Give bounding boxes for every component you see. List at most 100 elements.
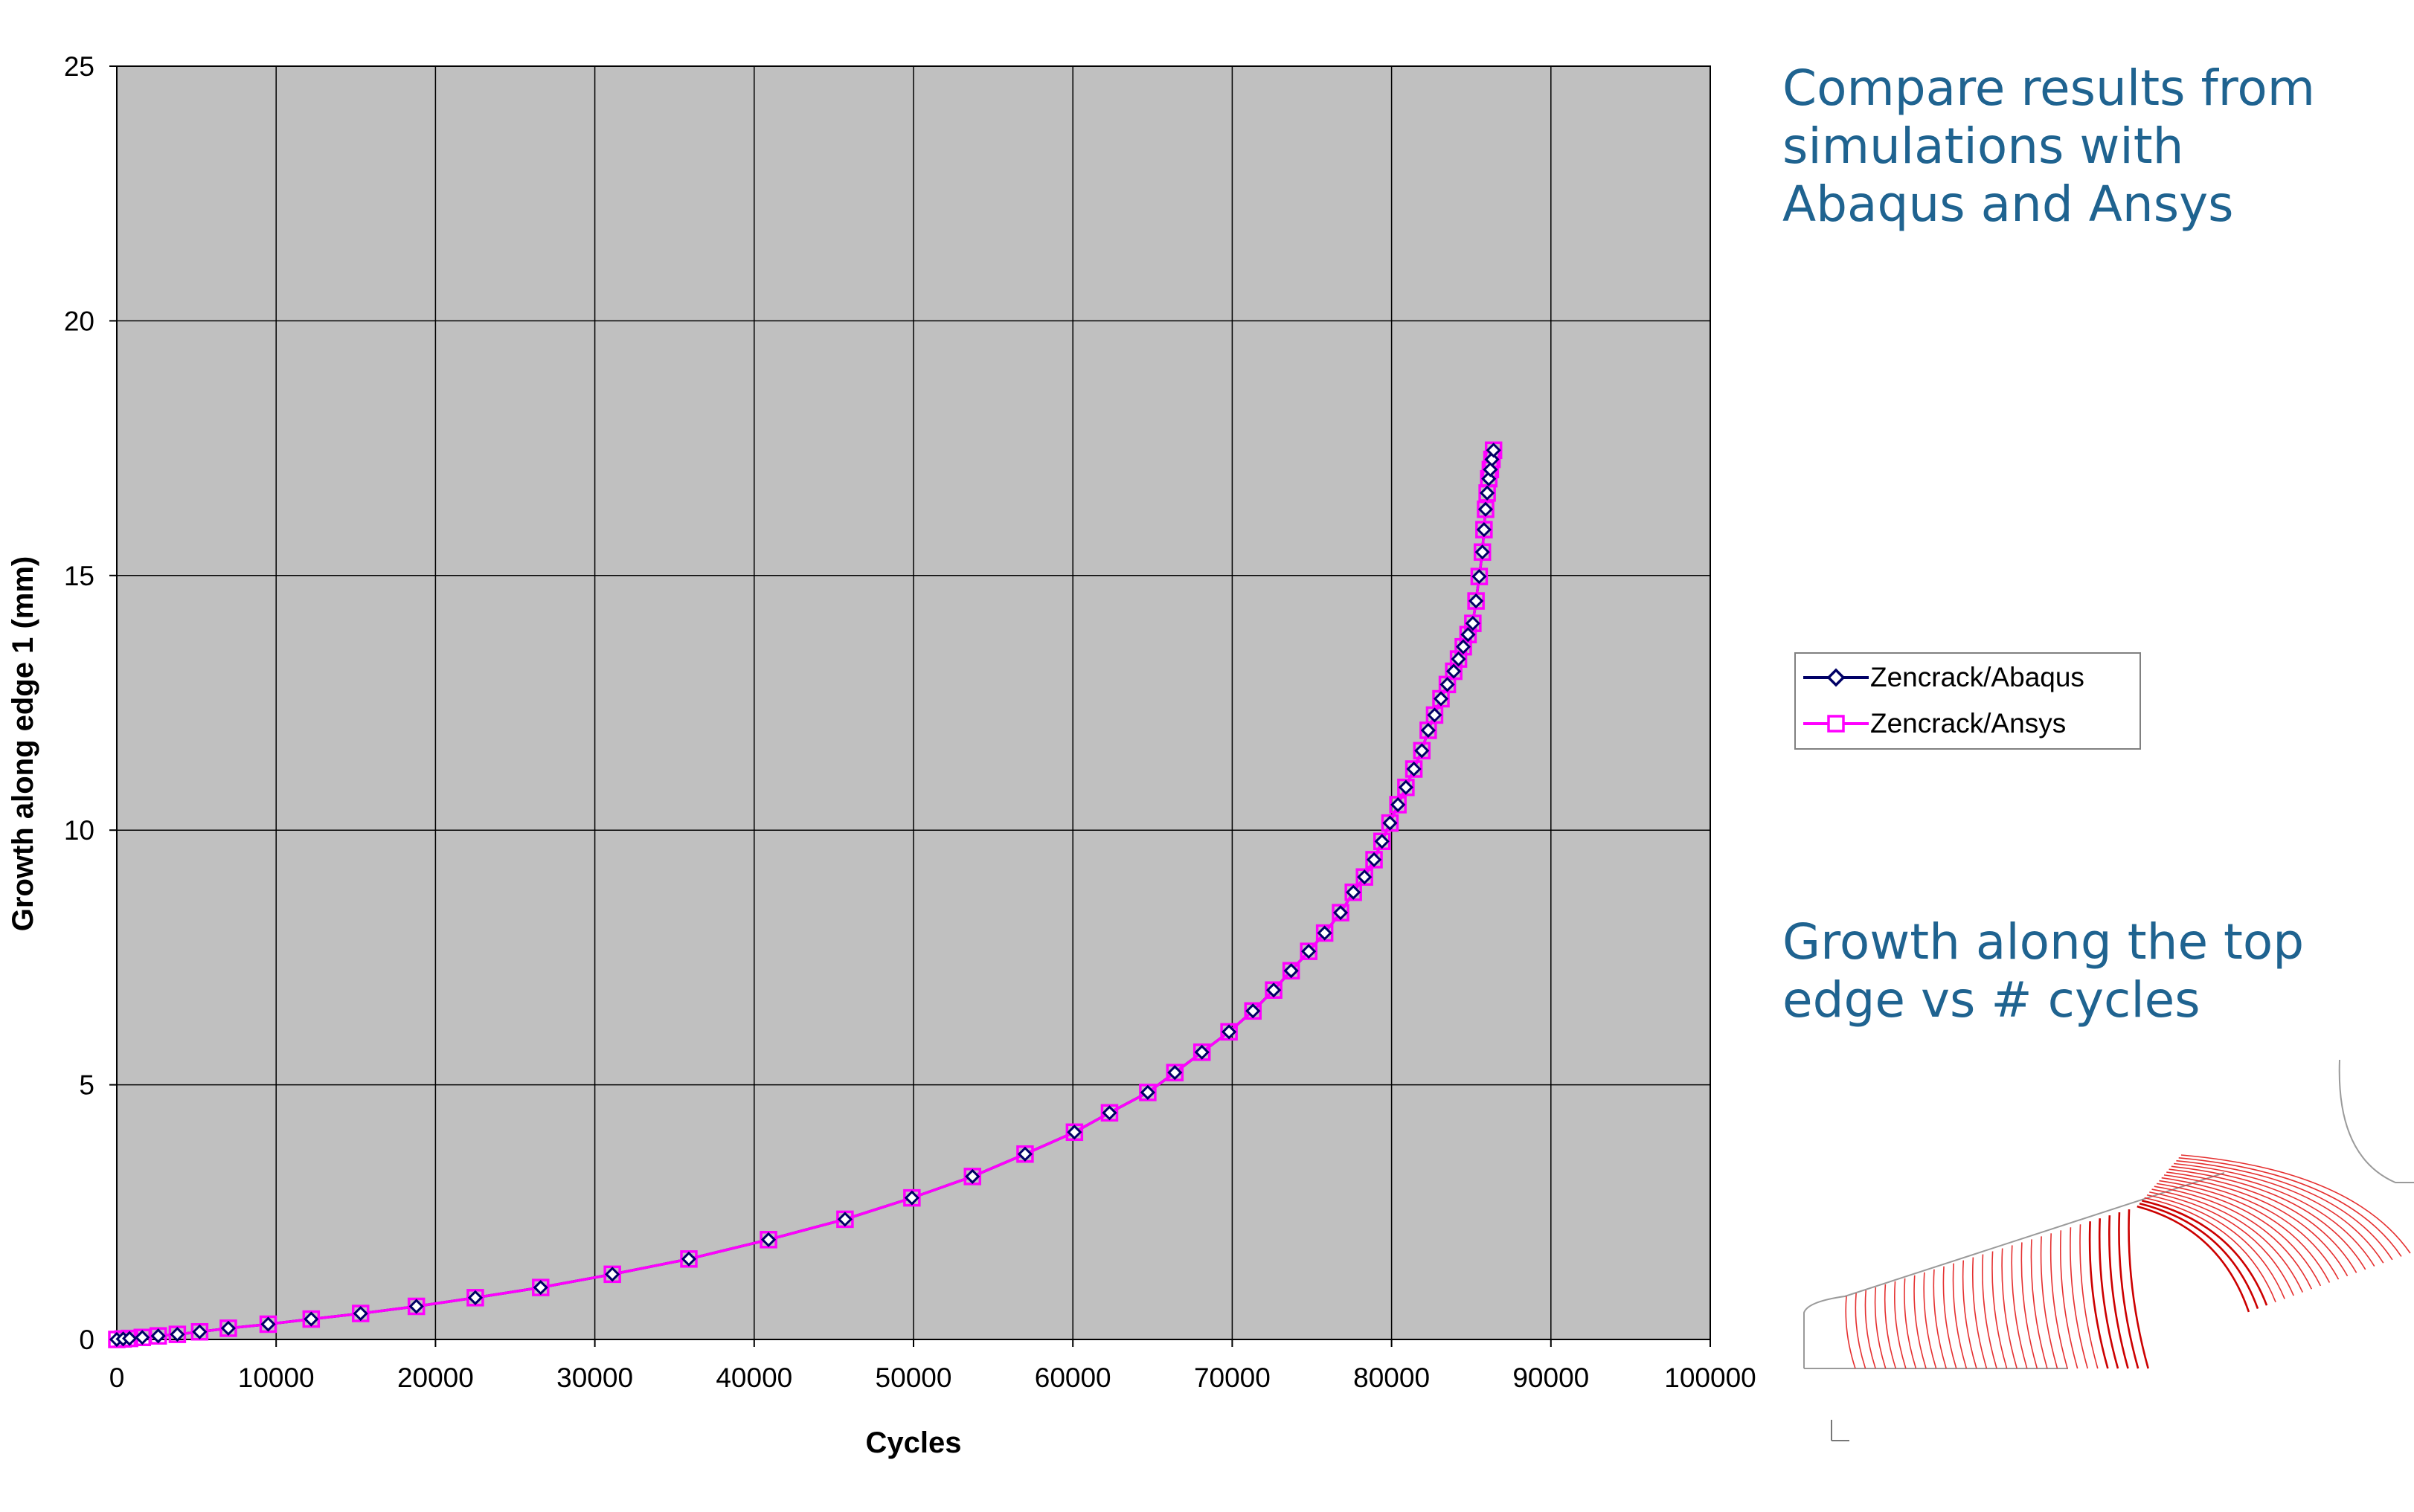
y-tick-label: 10 <box>64 815 94 846</box>
crack-front-line <box>1942 1266 1957 1369</box>
crack-front-line <box>1874 1287 1887 1369</box>
data-point-abaqus <box>135 1330 150 1345</box>
x-tick-label: 60000 <box>1035 1363 1111 1393</box>
crack-front-line <box>2159 1180 2331 1283</box>
legend-swatch-abaqus <box>1803 668 1869 687</box>
data-point-abaqus <box>122 1331 138 1346</box>
crack-front-line <box>2040 1236 2058 1369</box>
data-point-abaqus <box>1301 944 1317 959</box>
crack-front-line <box>1923 1272 1937 1369</box>
y-axis-title: Growth along edge 1 (mm) <box>7 556 39 931</box>
y-tick-label: 5 <box>79 1070 94 1101</box>
crack-front-line <box>2161 1177 2340 1280</box>
data-point-abaqus <box>1446 663 1462 679</box>
crack-front-line <box>2108 1215 2129 1369</box>
data-point-abaqus <box>1221 1024 1237 1040</box>
crack-front-line <box>2154 1186 2313 1290</box>
crack-front-line <box>2144 1197 2276 1303</box>
crack-front-line <box>2174 1162 2384 1264</box>
data-point-abaqus <box>1140 1084 1155 1100</box>
data-point-abaqus <box>1477 501 1494 517</box>
data-point-abaqus <box>408 1299 424 1314</box>
data-point-abaqus <box>150 1328 166 1344</box>
x-tick-label: 40000 <box>716 1363 792 1393</box>
x-tick-label: 70000 <box>1194 1363 1271 1393</box>
crack-front-line <box>1982 1254 1997 1369</box>
compare-heading: Compare results from simulations with Ab… <box>1782 59 2316 233</box>
x-tick-label: 20000 <box>397 1363 474 1393</box>
data-point-abaqus <box>1486 443 1501 458</box>
crack-front-line <box>2088 1221 2109 1369</box>
data-point-abaqus <box>1382 815 1398 831</box>
data-point-abaqus <box>1067 1125 1082 1140</box>
data-point-abaqus <box>1465 616 1480 631</box>
crack-front-line <box>2142 1200 2268 1306</box>
crack-front-line <box>1971 1257 1988 1369</box>
crack-front-line <box>1991 1251 2008 1369</box>
data-point-abaqus <box>1283 963 1299 979</box>
data-point-abaqus <box>1484 451 1500 467</box>
data-point-abaqus <box>1414 743 1430 759</box>
crack-front-mesh-image <box>1803 1060 2414 1441</box>
x-tick-label: 50000 <box>876 1363 952 1393</box>
data-point-abaqus <box>1346 884 1361 900</box>
crack-front-line <box>2166 1171 2357 1273</box>
data-point-abaqus <box>467 1290 484 1305</box>
data-point-abaqus <box>760 1232 777 1247</box>
data-point-abaqus <box>1479 485 1495 501</box>
data-point-abaqus <box>681 1251 697 1267</box>
x-tick-label: 80000 <box>1353 1363 1430 1393</box>
data-point-abaqus <box>1194 1044 1210 1060</box>
y-tick-label: 0 <box>79 1325 94 1355</box>
data-point-abaqus <box>837 1212 853 1227</box>
x-tick-label: 100000 <box>1664 1363 1756 1393</box>
data-point-abaqus <box>1332 905 1349 921</box>
crack-front-line <box>1864 1290 1876 1369</box>
data-point-abaqus <box>1476 522 1492 538</box>
crack-front-line <box>2049 1233 2068 1369</box>
crack-front-line <box>1884 1284 1897 1369</box>
crack-front-line <box>1855 1293 1866 1369</box>
crack-front-line <box>2137 1205 2250 1313</box>
crack-front-line <box>2020 1242 2038 1369</box>
crack-front-line <box>2156 1183 2322 1287</box>
crack-front-line <box>2011 1245 2028 1369</box>
data-point-abaqus <box>1357 869 1373 885</box>
data-point-abaqus <box>605 1267 620 1282</box>
series-layer <box>108 441 1503 1348</box>
data-point-abaqus <box>1451 651 1466 667</box>
chart-legend: Zencrack/Abaqus Zencrack/Ansys <box>1794 652 2141 750</box>
crack-front-line <box>2059 1230 2078 1369</box>
crack-front-line <box>1845 1296 1856 1369</box>
growth-chart: 0 10000 20000 30000 40000 50000 60000 70000 8000… <box>7 51 1756 1459</box>
data-point-abaqus <box>1017 1146 1033 1162</box>
data-point-abaqus <box>1427 707 1442 723</box>
data-point-abaqus <box>1317 925 1332 941</box>
crack-front-line <box>1952 1263 1968 1369</box>
data-point-abaqus <box>1439 677 1455 692</box>
data-point-abaqus <box>1366 852 1382 868</box>
crack-front-line <box>2118 1212 2139 1369</box>
data-point-abaqus <box>1460 627 1476 643</box>
data-point-abaqus <box>304 1311 319 1327</box>
data-point-abaqus <box>1455 639 1471 654</box>
data-point-abaqus <box>1420 722 1436 739</box>
crack-front-lines <box>1845 1154 2411 1369</box>
y-tick-label: 20 <box>64 306 94 336</box>
data-point-abaqus <box>965 1168 980 1184</box>
x-tick-label: 0 <box>109 1363 125 1393</box>
data-point-abaqus <box>904 1190 919 1206</box>
crack-front-line <box>2139 1202 2259 1310</box>
crack-front-line <box>2151 1188 2303 1293</box>
crack-front-line <box>1913 1275 1927 1369</box>
crack-front-line <box>1894 1281 1907 1369</box>
legend-item-abaqus: Zencrack/Abaqus <box>1803 662 2084 692</box>
data-point-abaqus <box>1390 797 1406 813</box>
crack-front-line <box>1933 1269 1947 1369</box>
data-point-abaqus <box>1265 982 1282 998</box>
data-point-abaqus <box>533 1280 548 1296</box>
crack-front-line <box>2176 1159 2393 1261</box>
data-point-abaqus <box>170 1327 185 1342</box>
crack-front-line <box>2030 1239 2048 1369</box>
data-point-abaqus <box>1406 761 1422 777</box>
